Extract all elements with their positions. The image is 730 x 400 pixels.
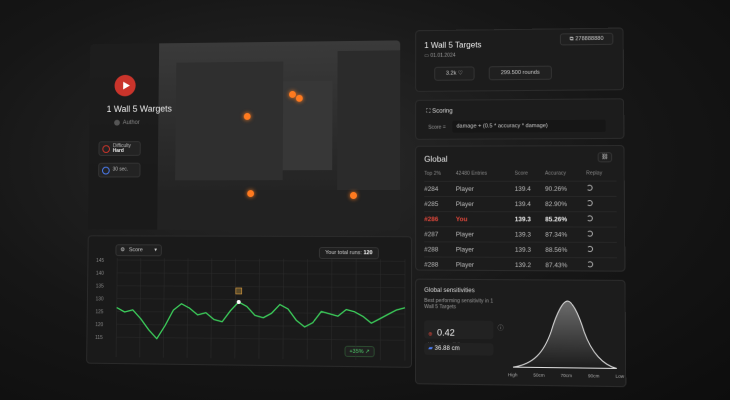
scenario-info-card: 1 Wall 5 Targets ▭ 01.01.2024 ⧉ 27888888… <box>415 28 624 92</box>
difficulty-chip: Difficulty Hard <box>98 141 140 156</box>
scenario-sidebar: 1 Wall 5 Wargets Author Difficulty Hard … <box>88 43 159 229</box>
scenario-title: 1 Wall 5 Wargets <box>107 104 172 114</box>
score-chart: ⚙ Score ▾ Your total runs: 120 +35% ↗ 14… <box>86 235 412 368</box>
y-tick-label: 120 <box>95 322 103 328</box>
table-row[interactable]: #284 Player 139.4 90.26% <box>424 181 616 196</box>
replay-icon[interactable] <box>586 231 592 237</box>
right-column: 1 Wall 5 Targets ▭ 01.01.2024 ⧉ 27888888… <box>415 28 626 391</box>
global-leaderboard: Global ⛓ Top 2% 42480 Entries Score Accu… <box>415 145 625 272</box>
sensitivity-card: Global sensitivities Best performing sen… <box>415 279 626 388</box>
sens-subtitle: Best performing sensitivity in 1 Wall 5 … <box>424 298 503 311</box>
like-button[interactable]: 3.2k ♡ <box>434 66 474 80</box>
replay-icon[interactable] <box>586 185 592 191</box>
table-row[interactable]: #288 Player 139.3 88.56% <box>424 242 617 258</box>
leaderboard-table: Top 2% 42480 Entries Score Accuracy Repl… <box>424 168 617 272</box>
sens-cm-box: ▰ 36.88 cm <box>424 343 493 356</box>
link-icon: ⛓ <box>601 154 608 160</box>
target-dot <box>247 190 254 197</box>
distribution-curve <box>508 290 622 373</box>
header-entries: 42480 Entries <box>456 169 515 182</box>
scene-wall <box>175 62 283 181</box>
global-title: Global <box>424 155 447 164</box>
user-icon <box>114 120 120 126</box>
heart-icon: ♡ <box>458 71 463 77</box>
header-score: Score <box>515 169 545 182</box>
scene-wall <box>337 50 400 190</box>
grid-line <box>117 311 405 314</box>
mouse-icon: ▰ <box>428 346 433 352</box>
grid-line <box>117 299 405 301</box>
sens-axis: High 50cm 70cm 90cm Low <box>508 372 624 379</box>
author-label: Author <box>114 120 140 127</box>
table-row[interactable]: #288 Player 139.2 87.43% <box>424 257 617 273</box>
curve-path <box>513 301 617 369</box>
chart-plot: 145 140 135 130 125 120 115 <box>87 236 412 368</box>
header-accuracy: Accuracy <box>545 168 586 181</box>
table-row[interactable]: #287 Player 139.3 87.34% <box>424 227 617 243</box>
target-dot <box>244 113 251 120</box>
replay-icon[interactable] <box>587 261 593 267</box>
sens-value-box: ⊕ 0.42 Valorant sensitivity <box>424 320 493 339</box>
table-row-you[interactable]: #286 You 139.3 85.26% <box>424 212 617 228</box>
score-formula: damage + (0.5 * accuracy * damage) <box>452 120 605 133</box>
duration-chip: 30 sec. <box>98 163 140 178</box>
replay-icon[interactable] <box>586 200 592 206</box>
target-dot <box>289 91 296 98</box>
grid-line <box>116 324 404 327</box>
replay-icon[interactable] <box>587 246 593 252</box>
y-tick-label: 140 <box>96 271 104 277</box>
id-badge[interactable]: ⧉ 278888880 <box>560 33 614 46</box>
grid-line <box>117 273 405 275</box>
difficulty-icon <box>102 145 110 153</box>
target-dot <box>350 192 357 199</box>
header-replay: Replay <box>586 168 616 181</box>
grid-line <box>117 286 405 288</box>
y-tick-label: 130 <box>96 296 104 302</box>
y-tick-label: 115 <box>95 335 103 341</box>
header-rank: Top 2% <box>424 169 456 182</box>
replay-icon[interactable] <box>586 215 592 221</box>
info-date: ▭ 01.01.2024 <box>424 53 455 59</box>
highlight-point[interactable] <box>237 300 241 304</box>
clock-icon <box>102 167 110 175</box>
scoring-card: ⛶ Scoring Score = damage + (0.5 * accura… <box>415 98 624 140</box>
rounds-count: 299.500 rounds <box>489 66 552 81</box>
y-tick-label: 135 <box>96 284 104 290</box>
y-tick-label: 125 <box>95 309 103 315</box>
y-tick-label: 145 <box>96 258 104 264</box>
crosshair-icon: ⊕ <box>428 331 432 337</box>
sens-title: Global sensitivities <box>424 288 474 294</box>
info-icon[interactable]: ⓘ <box>498 323 504 332</box>
scoring-title: ⛶ Scoring <box>426 109 452 116</box>
info-title: 1 Wall 5 Targets <box>424 40 481 50</box>
dashboard: 1 Wall 5 Wargets Author Difficulty Hard … <box>65 28 627 391</box>
table-row[interactable]: #285 Player 139.4 82.90% <box>424 196 616 211</box>
link-button[interactable]: ⛓ <box>598 152 613 162</box>
play-button[interactable] <box>114 75 135 97</box>
score-series-line <box>116 301 405 341</box>
marker-flag-icon[interactable] <box>236 288 242 294</box>
grid-line <box>117 260 405 261</box>
score-label: Score = <box>428 125 446 131</box>
grid-line <box>116 337 405 340</box>
